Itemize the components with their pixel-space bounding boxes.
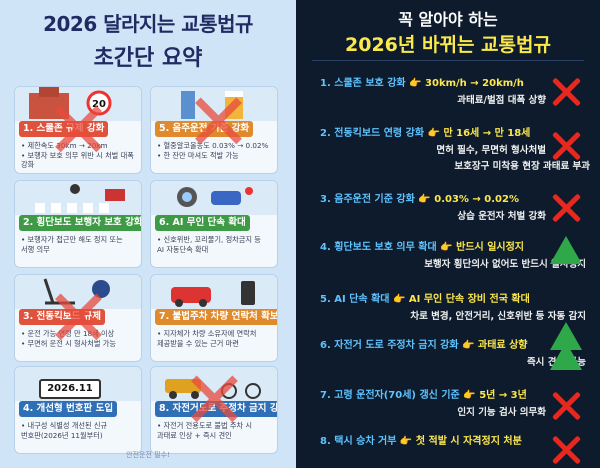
rule-detail: 차로 변경, 안전거리, 신호위반 등 자동 감지 <box>410 311 586 322</box>
rule-detail-2: 보호장구 미착용 현장 과태료 부과 <box>454 161 590 172</box>
bike-tow-illustration <box>151 367 277 401</box>
card-drunk-driving: 5. 음주운전 기준 강화 • 혈중알코올농도 0.03% → 0.02% • 한… <box>150 86 278 174</box>
card-label: 4. 개선형 번호판 도입 <box>19 401 118 417</box>
beer-illustration <box>151 87 277 121</box>
right-infographic: 꼭 알아야 하는 2026년 바뀌는 교통법규 1. 스쿨존 보호 강화 👉 3… <box>296 0 600 468</box>
bike-sign-icon <box>550 342 582 370</box>
kickboard-illustration <box>15 275 141 309</box>
card-license-plate: 2026.11 4. 개선형 번호판 도입 • 내구성 식별성 개선된 신규 번… <box>14 366 142 454</box>
card-label: 1. 스쿨존 규제 강화 <box>19 121 109 137</box>
left-footer: 안전운전 필수! <box>126 451 170 459</box>
divider <box>312 60 584 61</box>
rule-detail: 상습 운전자 처벌 강화 <box>457 211 546 222</box>
plate-illustration: 2026.11 <box>15 367 141 401</box>
card-label: 7. 불법주차 차량 연락처 확보 <box>155 309 277 325</box>
left-subtitle: 초간단 요약 <box>93 46 203 71</box>
x-mark-icon <box>550 76 582 108</box>
left-title: 2026 달라지는 교통법규 <box>43 12 253 36</box>
x-overlay-icon: ✕ <box>45 86 113 174</box>
x-mark-icon <box>550 434 582 466</box>
crosswalk-illustration <box>15 181 141 215</box>
rule-detail: 인지 기능 검사 의무화 <box>457 407 546 418</box>
right-title-top: 꼭 알아야 하는 <box>398 10 498 29</box>
card-bullets: • 운전 가능 연령 만 18세 이상 • 무면허 운전 시 형사처벌 가능 <box>21 329 117 348</box>
card-bullets: • 제한속도 30km → 20km • 보행자 보호 의무 위반 시 처벌 대폭… <box>21 141 134 169</box>
plate-text: 2026.11 <box>39 379 101 399</box>
right-title-main: 2026년 바뀌는 교통법규 <box>345 34 551 56</box>
card-label: 5. 음주운전 기준 강화 <box>155 121 254 137</box>
card-school-zone: 20 1. 스쿨존 규제 강화 • 제한속도 30km → 20km • 보행자 … <box>14 86 142 174</box>
left-infographic: 2026 달라지는 교통법규 초간단 요약 20 1. 스쿨존 규제 강화 • … <box>0 0 296 468</box>
card-label: 3. 전동킥보드 규제 <box>19 309 106 325</box>
school-illustration: 20 <box>15 87 141 121</box>
car-phone-illustration <box>151 275 277 309</box>
card-bullets: • 내구성 식별성 개선된 신규 번호판(2026년 11월부터) <box>21 421 108 440</box>
camera-illustration <box>151 181 277 215</box>
warning-triangle-icon <box>550 236 582 264</box>
x-mark-icon <box>550 130 582 162</box>
card-bullets: • 신호위반, 꼬리물기, 정차금지 등 AI 자동단속 확대 <box>157 235 261 254</box>
card-bullets: • 보행자가 접근만 해도 정지 또는 서행 의무 <box>21 235 123 254</box>
x-mark-icon <box>550 390 582 422</box>
card-label: 8. 자전거도로 주정차 금지 강화 <box>155 401 277 417</box>
x-mark-icon <box>550 192 582 224</box>
rule-detail: 보행자 횡단의사 없어도 반드시 일시정지 <box>424 259 586 270</box>
x-overlay-icon: ✕ <box>45 274 113 362</box>
x-overlay-icon: ✕ <box>181 366 249 447</box>
x-overlay-icon: ✕ <box>185 86 253 169</box>
card-crosswalk: 2. 횡단보도 보행자 보호 강화 • 보행자가 접근만 해도 정지 또는 서행… <box>14 180 142 268</box>
card-bullets: • 자전거 전용도로 불법 주차 시 과태료 인상 + 즉시 견인 <box>157 421 253 440</box>
card-label: 2. 횡단보도 보행자 보호 강화 <box>19 215 141 231</box>
card-bike-lane: 8. 자전거도로 주정차 금지 강화 • 자전거 전용도로 불법 주차 시 과태… <box>150 366 278 454</box>
card-illegal-parking: 7. 불법주차 차량 연락처 확보 • 지자체가 차량 소유자에 연락처 제공받… <box>150 274 278 362</box>
rule-detail: 면허 필수, 무면허 형사처벌 <box>436 145 546 156</box>
svg-text:20: 20 <box>92 99 106 110</box>
card-kickboard: 3. 전동킥보드 규제 • 운전 가능 연령 만 18세 이상 • 무면허 운전 … <box>14 274 142 362</box>
card-label: 6. AI 무인 단속 확대 <box>155 215 250 231</box>
card-bullets: • 지자체가 차량 소유자에 연락처 제공받을 수 있는 근거 마련 <box>157 329 257 348</box>
card-bullets: • 혈중알코올농도 0.03% → 0.02% • 한 잔만 마셔도 적발 가능 <box>157 141 269 160</box>
rule-detail: 과태료/벌점 대폭 상향 <box>457 95 546 106</box>
card-ai-enforcement: 6. AI 무인 단속 확대 • 신호위반, 꼬리물기, 정차금지 등 AI 자… <box>150 180 278 268</box>
